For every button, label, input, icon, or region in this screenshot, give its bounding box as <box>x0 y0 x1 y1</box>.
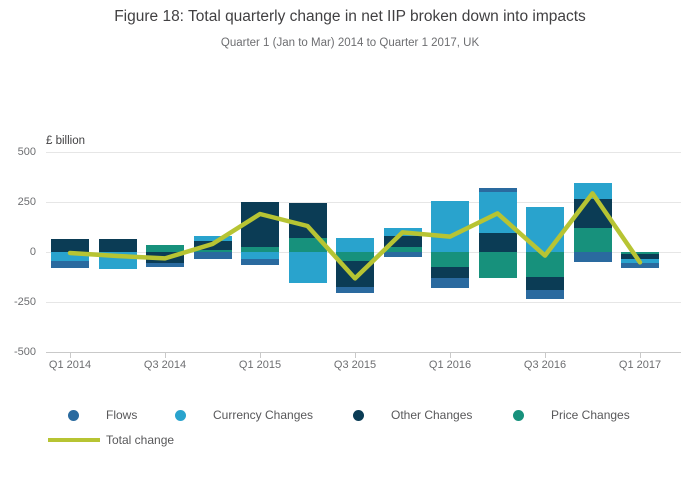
bar-segment-other-q3-2014[interactable] <box>146 252 184 263</box>
x-tick-mark <box>450 352 451 358</box>
x-tick-label: Q3 2014 <box>143 359 187 371</box>
bar-segment-flows-q3-2016[interactable] <box>526 290 564 299</box>
bar-segment-currency-q1-2014[interactable] <box>51 252 89 261</box>
y-axis-unit-label: £ billion <box>46 135 85 147</box>
bar-segment-price-q3-2015[interactable] <box>336 252 374 261</box>
legend-label-total-change[interactable]: Total change <box>106 433 175 447</box>
bar-segment-other-q3-2016[interactable] <box>526 277 564 290</box>
bar-segment-price-q3-2014[interactable] <box>146 245 184 252</box>
bar-segment-other-q2-2015[interactable] <box>288 202 327 238</box>
gridline--500 <box>46 352 681 353</box>
bar-segment-currency-q1-2016[interactable] <box>431 201 469 252</box>
bar-segment-other-q3-2015[interactable] <box>336 261 374 287</box>
gridline--250 <box>46 302 681 303</box>
bar-segment-other-q1-2016[interactable] <box>431 266 469 278</box>
bar-segment-currency-q2-2016[interactable] <box>478 191 517 234</box>
legend-marker-price[interactable] <box>512 409 524 421</box>
y-tick-label: 500 <box>17 145 36 158</box>
bar-segment-price-q2-2016[interactable] <box>478 252 517 278</box>
bar-segment-flows-q3-2014[interactable] <box>146 262 184 268</box>
x-tick-label: Q1 2016 <box>428 359 472 371</box>
x-tick-mark <box>165 352 166 358</box>
chart-title: Figure 18: Total quarterly change in net… <box>114 8 586 25</box>
x-tick-label: Q1 2015 <box>238 359 282 371</box>
bar-segment-other-q1-2014[interactable] <box>51 239 89 252</box>
bar-segment-currency-q2-2015[interactable] <box>288 252 327 284</box>
bar-segment-flows-q2-2016[interactable] <box>478 187 517 192</box>
legend-marker-other[interactable] <box>352 409 364 421</box>
bar-segment-flows-q4-2015[interactable] <box>383 252 422 257</box>
bar-segment-flows-q1-2016[interactable] <box>431 277 469 289</box>
bar-segment-price-q4-2016[interactable] <box>573 228 612 252</box>
bar-segment-currency-q2-2014[interactable] <box>98 252 137 270</box>
bar-segment-flows-q1-2014[interactable] <box>51 260 89 269</box>
bar-segment-other-q2-2016[interactable] <box>478 233 517 252</box>
bar-segment-price-q2-2015[interactable] <box>288 237 327 252</box>
bar-segment-other-q4-2016[interactable] <box>573 199 612 229</box>
legend-label-flows[interactable]: Flows <box>106 408 138 422</box>
bar-segment-flows-q4-2016[interactable] <box>573 252 612 262</box>
x-tick-mark <box>260 352 261 358</box>
y-tick-label: 0 <box>29 245 36 258</box>
chart-subtitle: Quarter 1 (Jan to Mar) 2014 to Quarter 1… <box>220 37 480 49</box>
legend-label-price[interactable]: Price Changes <box>551 408 630 422</box>
x-tick-label: Q3 2015 <box>333 359 377 371</box>
bar-segment-currency-q4-2016[interactable] <box>573 183 612 199</box>
legend-marker-currency[interactable] <box>174 409 186 421</box>
bar-segment-currency-q3-2015[interactable] <box>336 238 374 252</box>
bar-segment-flows-q4-2014[interactable] <box>193 252 232 260</box>
bar-segment-currency-q1-2015[interactable] <box>241 252 279 260</box>
legend-marker-flows[interactable] <box>67 409 79 421</box>
legend-marker-total-change[interactable] <box>48 438 100 442</box>
bar-segment-other-q4-2015[interactable] <box>383 235 422 247</box>
x-tick-mark <box>70 352 71 358</box>
x-tick-label: Q1 2014 <box>48 359 92 371</box>
x-tick-mark <box>355 352 356 358</box>
y-tick-label: -500 <box>13 345 36 358</box>
legend-label-currency[interactable]: Currency Changes <box>213 408 314 422</box>
bar-segment-currency-q4-2015[interactable] <box>383 228 422 236</box>
bar-segment-other-q4-2014[interactable] <box>193 240 232 250</box>
bar-segment-other-q1-2015[interactable] <box>241 202 279 247</box>
y-tick-label: 250 <box>17 195 36 208</box>
bar-segment-currency-q3-2016[interactable] <box>526 206 564 252</box>
y-tick-label: -250 <box>13 295 36 308</box>
bar-segment-price-q3-2016[interactable] <box>526 252 564 278</box>
x-tick-mark <box>640 352 641 358</box>
bar-segment-flows-q3-2015[interactable] <box>336 286 374 294</box>
x-tick-label: Q1 2017 <box>618 359 662 371</box>
legend-label-other[interactable]: Other Changes <box>391 408 473 422</box>
bar-segment-other-q2-2014[interactable] <box>98 238 137 252</box>
bar-segment-flows-q1-2017[interactable] <box>621 263 659 268</box>
x-tick-mark <box>545 352 546 358</box>
bar-segment-price-q1-2016[interactable] <box>431 252 469 267</box>
gridline-500 <box>46 152 681 153</box>
x-tick-label: Q3 2016 <box>523 359 567 371</box>
bar-segment-flows-q1-2015[interactable] <box>241 259 279 266</box>
